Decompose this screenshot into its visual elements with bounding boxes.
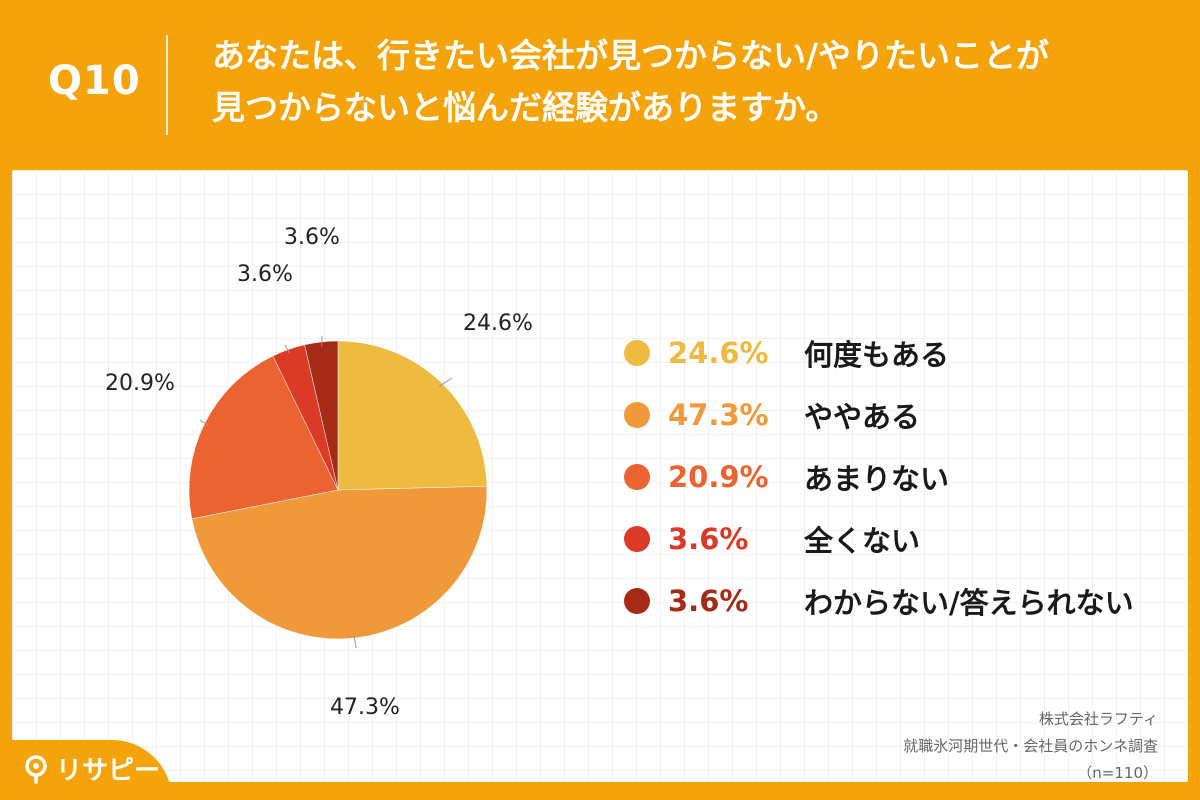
pie-slice bbox=[188, 355, 339, 520]
legend-value: 3.6% bbox=[668, 584, 749, 618]
pie-slice bbox=[304, 340, 339, 491]
legend-value: 3.6% bbox=[668, 522, 749, 556]
legend-label: あまりない bbox=[804, 462, 950, 496]
data-label: 3.6% bbox=[284, 225, 340, 250]
legend-label: 全くない bbox=[804, 524, 921, 558]
legend-label: ややある bbox=[804, 400, 921, 434]
legend-swatch bbox=[624, 526, 650, 552]
data-label: 47.3% bbox=[330, 695, 400, 720]
legend-swatch bbox=[624, 588, 650, 614]
question-title-line-1: あなたは、行きたい会社が見つからない/やりたいことが bbox=[212, 36, 1050, 75]
question-title: あなたは、行きたい会社が見つからない/やりたいことが 見つからないと悩んだ経験が… bbox=[212, 30, 1172, 134]
header-divider bbox=[166, 35, 168, 135]
brand-logo-text: リサピー bbox=[56, 756, 161, 786]
legend-value: 20.9% bbox=[668, 460, 769, 494]
data-label: 24.6% bbox=[463, 311, 533, 336]
brand-logo: リサピー bbox=[22, 750, 160, 787]
legend-value: 47.3% bbox=[668, 398, 769, 432]
data-label: 3.6% bbox=[237, 262, 293, 287]
pin-icon bbox=[22, 754, 50, 784]
legend-label: 何度もある bbox=[804, 338, 950, 372]
header: Q10 あなたは、行きたい会社が見つからない/やりたいことが 見つからないと悩ん… bbox=[0, 0, 1200, 170]
leader-line bbox=[199, 419, 209, 427]
question-number: Q10 bbox=[48, 58, 141, 104]
legend-value: 24.6% bbox=[668, 336, 769, 370]
legend-item: 24.6% 何度もある bbox=[624, 322, 1134, 384]
source-survey: 就職氷河期世代・会社員のホンネ調査 bbox=[903, 737, 1158, 755]
legend: 24.6% 何度もある 47.3% ややある 20.9% あまりない 3.6% 全くない 3.6… bbox=[624, 322, 1134, 632]
source-sample: （n=110） bbox=[1077, 764, 1158, 782]
question-title-line-2: 見つからないと悩んだ経験がありますか。 bbox=[212, 88, 839, 127]
leader-line bbox=[284, 344, 291, 354]
pie-slice bbox=[337, 340, 488, 491]
legend-item: 47.3% ややある bbox=[624, 384, 1134, 446]
leader-line bbox=[438, 377, 453, 387]
leader-line bbox=[353, 633, 357, 649]
data-label: 20.9% bbox=[105, 371, 175, 396]
legend-label: わからない/答えられない bbox=[804, 586, 1134, 620]
source-note: 株式会社ラフティ 就職氷河期世代・会社員のホンネ調査 （n=110） bbox=[903, 706, 1158, 787]
source-company: 株式会社ラフティ bbox=[1038, 710, 1158, 728]
legend-swatch bbox=[624, 340, 650, 366]
legend-swatch bbox=[624, 464, 650, 490]
legend-item: 20.9% あまりない bbox=[624, 446, 1134, 508]
legend-swatch bbox=[624, 402, 650, 428]
legend-item: 3.6% わからない/答えられない bbox=[624, 570, 1134, 632]
legend-item: 3.6% 全くない bbox=[624, 508, 1134, 570]
